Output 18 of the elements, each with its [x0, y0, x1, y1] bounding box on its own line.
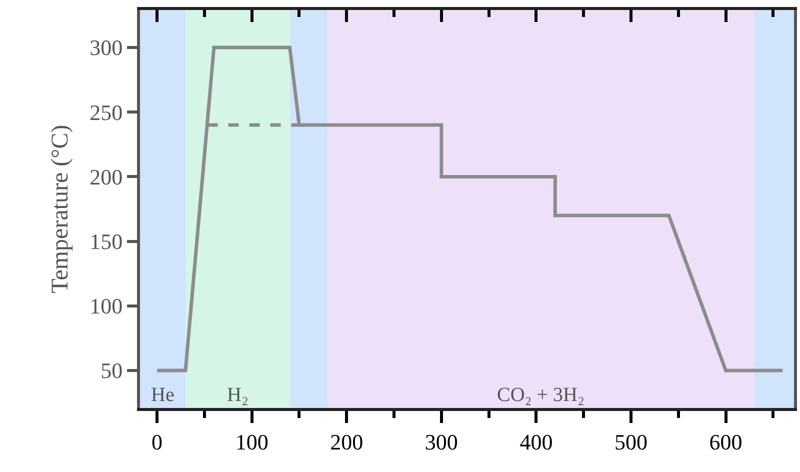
x-tick-label: 100: [235, 429, 268, 454]
y-tick-label: 200: [90, 164, 123, 190]
y-tick-label: 100: [90, 294, 123, 319]
y-axis-title: Temperature (°C): [48, 124, 74, 294]
band-label: H₂: [227, 384, 248, 406]
x-tick-label: 300: [424, 429, 458, 454]
x-tick-label: 400: [520, 429, 553, 454]
y-tick-label: 250: [90, 100, 123, 125]
x-tick-label: 600: [709, 429, 742, 454]
y-tick-label: 150: [90, 229, 123, 254]
band-label: He: [151, 384, 174, 406]
band-label: CO₂ + 3H₂: [497, 384, 584, 406]
x-tick-label: 200: [330, 429, 364, 454]
line-series: [155, 46, 784, 372]
x-tick-label: 500: [614, 429, 648, 454]
y-tick-label: 300: [90, 35, 123, 60]
x-tick-label: 0: [152, 429, 163, 454]
y-tick-label: 50: [100, 358, 123, 384]
